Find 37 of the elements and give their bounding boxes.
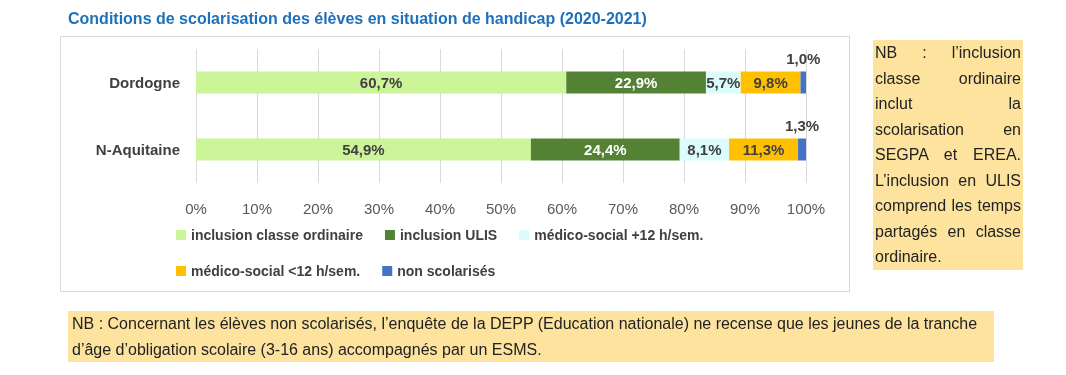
bar bbox=[530, 138, 680, 161]
x-tick-label: 10% bbox=[241, 200, 273, 217]
legend-label: médico-social <12 h/sem. bbox=[191, 263, 361, 279]
y-tick-label: N-Aquitaine bbox=[95, 141, 180, 158]
x-tick-label: 100% bbox=[786, 200, 826, 217]
y-tick-label: Dordogne bbox=[109, 74, 180, 91]
x-tick-label: 60% bbox=[546, 200, 578, 217]
x-tick-label: 30% bbox=[363, 200, 395, 217]
text: NB : Concernant les élèves non scolarisés, l’enquête de la DEPP (Education nationale) ne recense que les jeunes de la tranche d’âge d’obligation scolaire (3-16 ans) accompagnés par un ESMS. bbox=[68, 311, 994, 362]
bar bbox=[196, 71, 567, 94]
chart-title: Conditions de scolarisation des élèves en situation de handicap (2020-2021) bbox=[68, 10, 647, 28]
bar bbox=[196, 138, 531, 161]
data-label: 5,7% bbox=[706, 74, 741, 91]
legend-label: inclusion classe ordinaire bbox=[191, 227, 364, 243]
legend-label: inclusion ULIS bbox=[399, 227, 498, 243]
x-tick-label: 40% bbox=[424, 200, 456, 217]
x-tick-label: 20% bbox=[302, 200, 334, 217]
data-label: 22,9% bbox=[614, 74, 658, 91]
bar bbox=[798, 138, 806, 161]
data-label: 1,3% bbox=[784, 116, 820, 134]
bar bbox=[800, 71, 806, 94]
data-label: 54,9% bbox=[342, 141, 385, 158]
data-label: 1,0% bbox=[786, 49, 821, 67]
x-tick-label: 70% bbox=[607, 200, 639, 217]
data-label: 11,3% bbox=[742, 141, 785, 158]
data-label: 9,8% bbox=[753, 74, 788, 91]
x-tick-label: 50% bbox=[485, 200, 517, 217]
legend-label: non scolarisés bbox=[397, 263, 496, 279]
data-label: 60,7% bbox=[359, 74, 403, 91]
bar bbox=[566, 71, 706, 94]
x-tick-label: 90% bbox=[729, 200, 761, 217]
text: NB : l’inclusion classe ordinaire inclut la scolarisation en SEGPA et EREA. L’inclusion en ULIS comprend les temps partagés en classe ordinaire. bbox=[875, 44, 1021, 265]
x-tick-label: 80% bbox=[668, 200, 700, 217]
data-label: 24,4% bbox=[584, 141, 627, 158]
data-label: 8,1% bbox=[687, 141, 722, 158]
x-tick-label: 0% bbox=[185, 200, 207, 217]
legend-label: médico-social +12 h/sem. bbox=[534, 227, 704, 243]
